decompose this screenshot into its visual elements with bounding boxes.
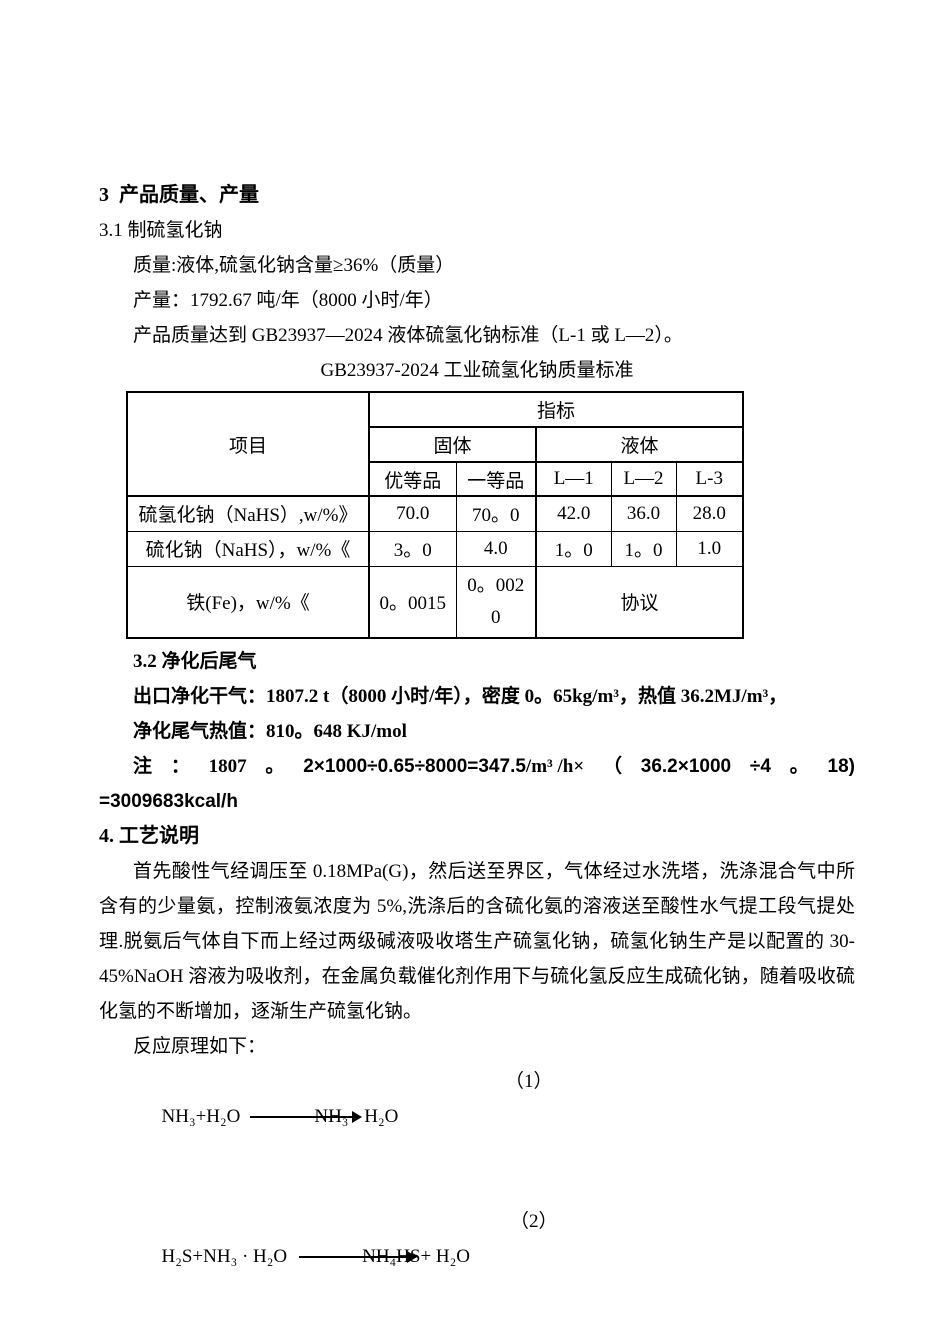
cell-value: 4.0 — [455, 530, 537, 567]
table-header-grade: L—2 — [610, 461, 677, 497]
cell-value: 3。0 — [368, 530, 457, 567]
table-header-solid: 固体 — [368, 426, 537, 463]
note-segment: ： — [170, 756, 190, 777]
table-title: GB23937-2024 工业硫氢化钠质量标准 — [320, 360, 634, 381]
heatvalue-line: 净化尾气热值：810。648 KJ/mol — [133, 721, 407, 742]
note-result-line: =3009683kcal/h — [99, 791, 238, 812]
quality-line: 质量:液体,硫氢化钠含量≥36%（质量） — [133, 255, 455, 276]
note-segment: 18) — [827, 756, 855, 777]
cell-value: 36.0 — [610, 495, 677, 532]
process-paragraph: 首先酸性气经调压至 0.18MPa(G)，然后送至界区，气体经过水洗塔，洗涤混合… — [99, 861, 855, 1022]
quality-standard-table: 项目 指标 固体 液体 优等品 一等品 L—1 L—2 L-3 硫氢化钠（NaH… — [126, 391, 745, 639]
reaction-arrow-icon — [250, 1107, 363, 1125]
section-4-heading: 4. 工艺说明 — [99, 825, 199, 847]
section-3-2-heading: 3.2 净化后尾气 — [133, 651, 257, 672]
table-header-grade: L-3 — [675, 461, 744, 497]
table-row: 硫氢化钠（NaHS）,w/%》 70.0 70。0 42.0 36.0 28.0 — [126, 495, 744, 532]
standard-line: 产品质量达到 GB23937—2024 液体硫氢化钠标准（L-1 或 L—2）。 — [133, 325, 683, 346]
row-label: 硫化钠（NaHS），w/%《 — [126, 530, 370, 567]
drygas-line: 出口净化干气：1807.2 t（8000 小时/年），密度 0。65kg/m³，… — [133, 686, 788, 707]
table-header-index: 指标 — [368, 391, 744, 428]
note-segment: 1807 — [208, 756, 247, 777]
note-line: 注 ： 1807 。 2×1000÷0.65÷8000=347.5/m³ /h× （ 36.… — [99, 749, 855, 784]
cell-value: 0。0015 — [368, 565, 457, 639]
note-segment: 。 — [789, 756, 809, 777]
equation-1: NH₃+H₂O NH₃ · H₂O （1） — [99, 1064, 855, 1204]
cell-value: 0。002 0 — [455, 565, 537, 639]
table-header-grade: 一等品 — [455, 461, 537, 497]
table-header-grade: 优等品 — [368, 461, 457, 497]
note-segment: 36.2×1000 — [640, 756, 732, 777]
cell-merged-agreement: 协议 — [535, 565, 744, 639]
cell-value: 70.0 — [368, 495, 457, 532]
output-line: 产量：1792.67 吨/年（8000 小时/年） — [133, 290, 443, 311]
note-segment: 2×1000÷0.65÷8000=347.5/m³ /h× — [303, 756, 585, 777]
table-header-grade: L—1 — [535, 461, 612, 497]
equation-number: （1） — [505, 1071, 553, 1092]
section-3-1-heading: 3.1 制硫氢化钠 — [99, 220, 223, 241]
table-header-item: 项目 — [126, 391, 370, 497]
equation-lhs: NH₃+H₂O — [161, 1106, 241, 1127]
table-header-liquid: 液体 — [535, 426, 744, 463]
section-3-heading: 3 产品质量、产量 — [99, 184, 259, 206]
cell-value: 1。0 — [535, 530, 612, 567]
equation-2: H₂S+NH₃ · H₂O NH₄HS+ H₂O （2） — [99, 1204, 855, 1344]
table-row: 铁(Fe)，w/%《 0。0015 0。002 0 协议 — [126, 565, 744, 639]
row-label: 铁(Fe)，w/%《 — [126, 565, 370, 639]
table-row: 硫化钠（NaHS），w/%《 3。0 4.0 1。0 1。0 1.0 — [126, 530, 744, 567]
cell-value: 1。0 — [610, 530, 677, 567]
note-segment: 注 — [133, 756, 153, 777]
cell-value: 70。0 — [455, 495, 537, 532]
cell-value: 42.0 — [535, 495, 612, 532]
reaction-intro-line: 反应原理如下： — [133, 1036, 267, 1057]
cell-value: 28.0 — [675, 495, 744, 532]
note-segment: （ — [602, 756, 622, 777]
equation-number: （2） — [510, 1211, 558, 1232]
row-label: 硫氢化钠（NaHS）,w/%》 — [126, 495, 370, 532]
equation-lhs: H₂S+NH₃ · H₂O — [161, 1246, 288, 1267]
cell-value: 1.0 — [675, 530, 744, 567]
note-segment: 。 — [265, 756, 285, 777]
reaction-arrow-icon — [299, 1247, 418, 1265]
note-segment: ÷4 — [749, 756, 771, 777]
